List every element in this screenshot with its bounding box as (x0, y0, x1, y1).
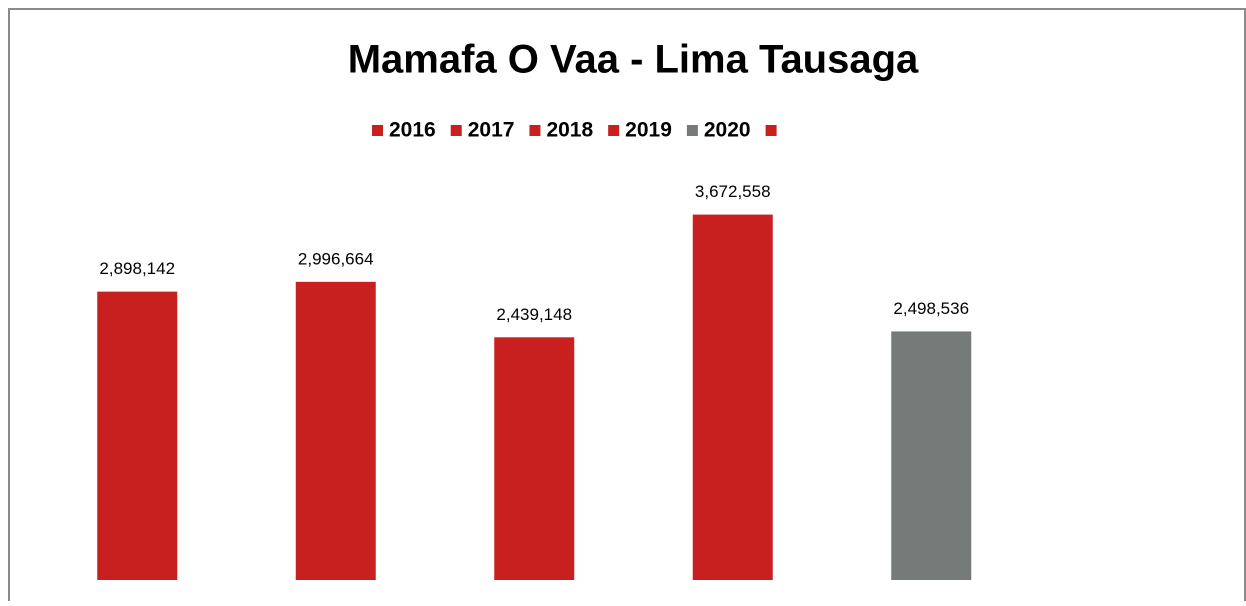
data-label: 2,996,664 (298, 249, 374, 268)
chart-frame (8, 8, 1246, 606)
data-label: 2,439,148 (496, 305, 572, 324)
legend-label: 2016 (389, 119, 436, 142)
bar (295, 281, 376, 580)
bar (891, 331, 972, 580)
legend-swatch (372, 125, 383, 136)
legend-swatch (529, 125, 541, 136)
bar (494, 337, 575, 580)
data-label: 2,498,536 (893, 299, 969, 318)
data-label: 2,898,142 (99, 259, 175, 278)
data-label: 3,672,558 (695, 182, 771, 201)
chart-title: Mamafa O Vaa - Lima Tausaga (348, 38, 919, 82)
legend-swatch (450, 125, 462, 136)
bar (97, 291, 178, 580)
legend-label: 2018 (546, 119, 593, 142)
legend-label: 2019 (625, 119, 672, 142)
legend-swatch (765, 125, 777, 136)
bar (692, 214, 773, 580)
legend-swatch (686, 125, 698, 136)
legend-label: 2020 (704, 119, 751, 142)
legend-label: 2017 (468, 119, 515, 142)
legend-swatch (608, 125, 620, 136)
